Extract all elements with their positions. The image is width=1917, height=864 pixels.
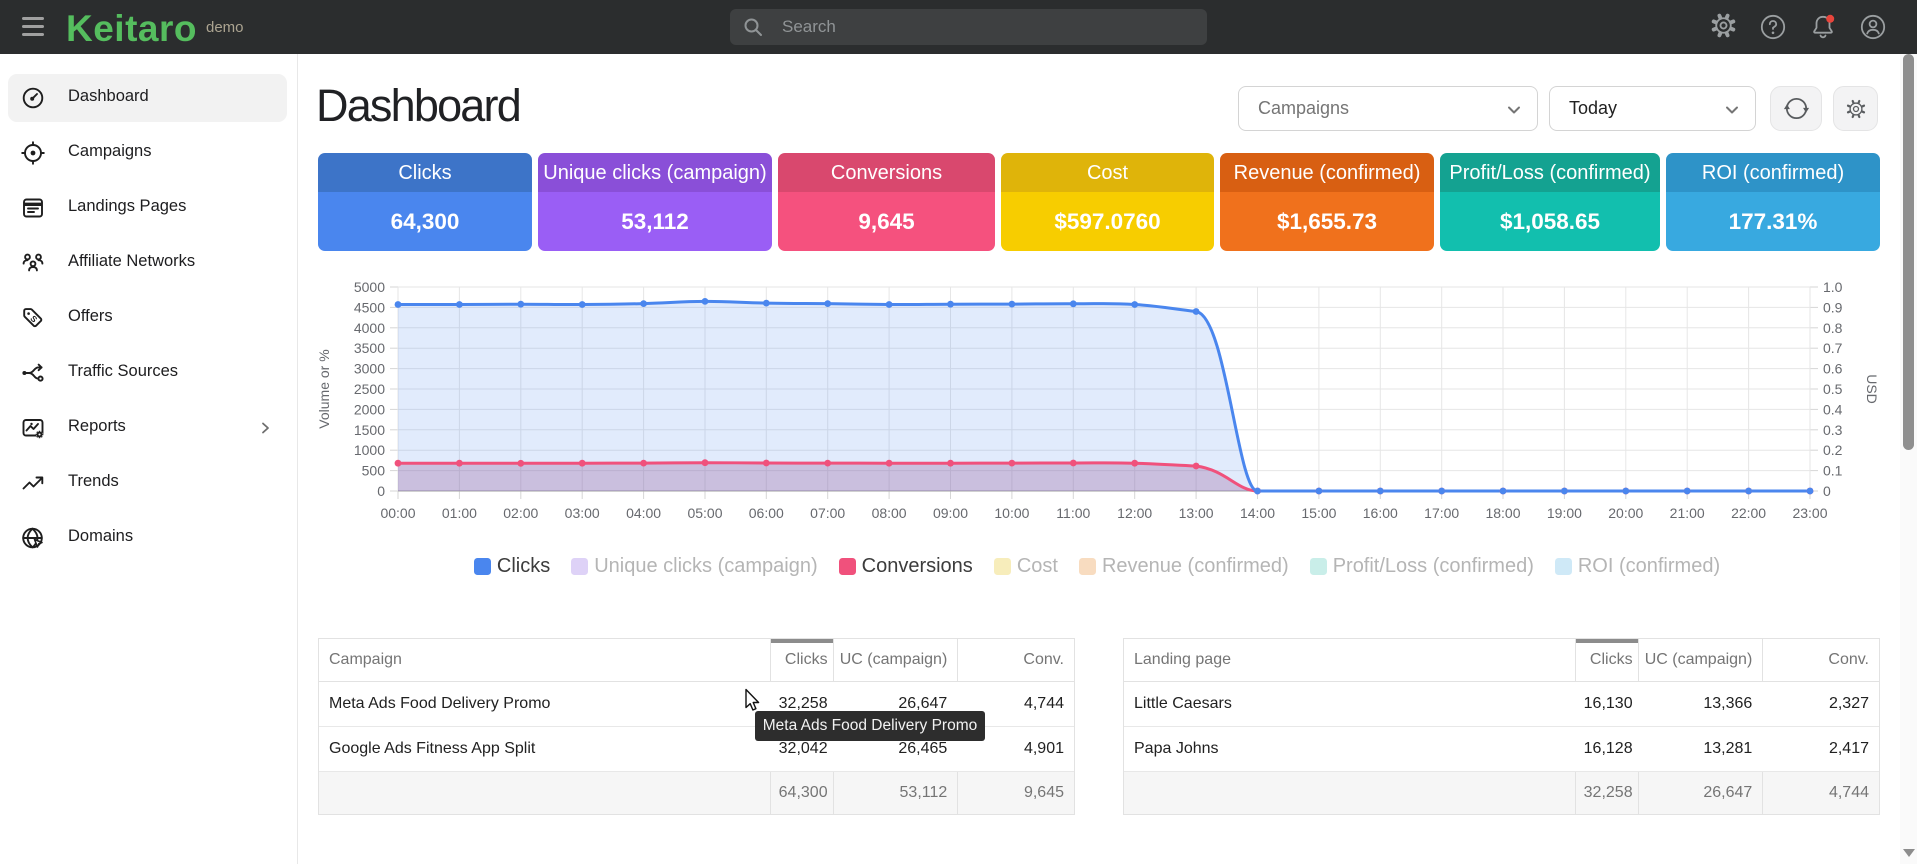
svg-text:13:00: 13:00 — [1179, 505, 1214, 521]
svg-text:0.5: 0.5 — [1823, 381, 1843, 397]
svg-text:10:00: 10:00 — [994, 505, 1029, 521]
svg-text:USD: USD — [1864, 374, 1880, 404]
svg-text:15:00: 15:00 — [1301, 505, 1336, 521]
svg-text:0.6: 0.6 — [1823, 361, 1843, 377]
svg-text:01:00: 01:00 — [442, 505, 477, 521]
svg-text:3500: 3500 — [354, 340, 385, 356]
svg-text:00:00: 00:00 — [380, 505, 415, 521]
svg-text:S: S — [28, 313, 39, 324]
svg-text:0.9: 0.9 — [1823, 299, 1843, 315]
svg-text:17:00: 17:00 — [1424, 505, 1459, 521]
svg-text:1.0: 1.0 — [1823, 279, 1843, 295]
svg-text:03:00: 03:00 — [565, 505, 600, 521]
svg-text:14:00: 14:00 — [1240, 505, 1275, 521]
svg-text:21:00: 21:00 — [1670, 505, 1705, 521]
svg-text:09:00: 09:00 — [933, 505, 968, 521]
svg-text:0: 0 — [377, 483, 385, 499]
svg-text:0.3: 0.3 — [1823, 422, 1843, 438]
svg-text:1500: 1500 — [354, 422, 385, 438]
svg-text:0.8: 0.8 — [1823, 320, 1843, 336]
svg-text:2500: 2500 — [354, 381, 385, 397]
svg-text:0: 0 — [1823, 483, 1831, 499]
svg-text:22:00: 22:00 — [1731, 505, 1766, 521]
svg-text:500: 500 — [362, 463, 386, 479]
svg-text:11:00: 11:00 — [1056, 505, 1090, 521]
svg-text:0.7: 0.7 — [1823, 340, 1843, 356]
svg-text:2000: 2000 — [354, 401, 385, 417]
svg-text:16:00: 16:00 — [1363, 505, 1398, 521]
svg-text:12:00: 12:00 — [1117, 505, 1152, 521]
svg-text:23:00: 23:00 — [1792, 505, 1827, 521]
svg-text:4000: 4000 — [354, 320, 385, 336]
svg-text:3000: 3000 — [354, 361, 385, 377]
svg-text:1000: 1000 — [354, 442, 385, 458]
svg-text:02:00: 02:00 — [503, 505, 538, 521]
svg-text:0.2: 0.2 — [1823, 442, 1843, 458]
svg-text:20:00: 20:00 — [1608, 505, 1643, 521]
svg-text:04:00: 04:00 — [626, 505, 661, 521]
svg-text:4500: 4500 — [354, 299, 385, 315]
svg-text:08:00: 08:00 — [872, 505, 907, 521]
svg-text:5000: 5000 — [354, 279, 385, 295]
svg-text:0.1: 0.1 — [1823, 463, 1843, 479]
svg-text:19:00: 19:00 — [1547, 505, 1582, 521]
svg-text:07:00: 07:00 — [810, 505, 845, 521]
svg-text:18:00: 18:00 — [1485, 505, 1520, 521]
svg-text:05:00: 05:00 — [687, 505, 722, 521]
svg-text:0.4: 0.4 — [1823, 401, 1843, 417]
svg-text:Volume or %: Volume or % — [318, 349, 332, 428]
svg-text:06:00: 06:00 — [749, 505, 784, 521]
